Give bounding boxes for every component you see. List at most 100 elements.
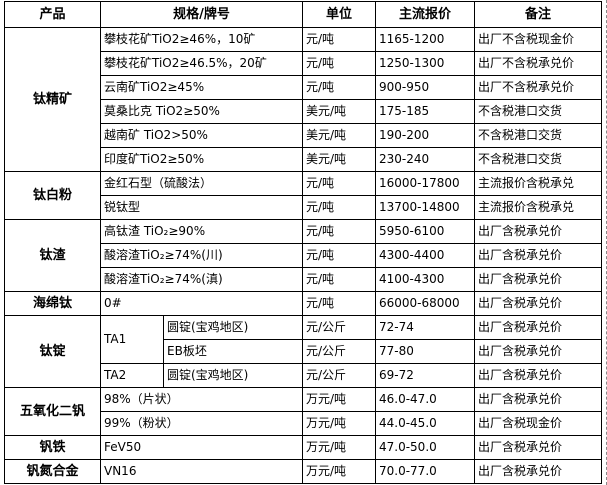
unit-cell: 美元/吨	[302, 147, 376, 172]
header-note: 备注	[474, 1, 602, 28]
header-spec: 规格/牌号	[100, 1, 303, 28]
table-row: 酸溶渣TiO₂≥74%(滇) 元/吨 4100-4300 出厂含税承兑价	[5, 267, 602, 292]
note-cell: 不含税港口交货	[474, 99, 602, 124]
note-cell: 出厂含税承兑价	[474, 363, 602, 388]
table-row: 莫桑比克 TiO2≥50% 美元/吨 175-185 不含税港口交货	[5, 99, 602, 124]
price-cell: 47.0-50.0	[375, 435, 475, 460]
spec-cell: 酸溶渣TiO₂≥74%(滇)	[100, 267, 303, 292]
unit-cell: 元/公斤	[302, 315, 376, 340]
product-cell: 钛精矿	[4, 27, 101, 172]
spec-cell: 高钛渣 TiO₂≥90%	[100, 219, 303, 244]
price-cell: 69-72	[375, 363, 475, 388]
note-cell: 出厂含税承兑价	[474, 459, 602, 484]
price-cell: 1250-1300	[375, 51, 475, 76]
table-row: 五氧化二钒 98%（片状） 万元/吨 46.0-47.0 出厂含税承兑价	[4, 387, 602, 436]
price-cell: 72-74	[375, 315, 475, 340]
table-row: 锐钛型 元/吨 13700-14800 主流报价含税承兑	[5, 195, 602, 220]
note-cell: 出厂不含税承兑价	[474, 75, 602, 100]
unit-cell: 万元/吨	[302, 411, 376, 436]
table-row: 攀枝花矿TiO2≥46.5%，20矿 元/吨 1250-1300 出厂不含税承兑价	[5, 51, 602, 76]
unit-cell: 元/吨	[302, 291, 376, 316]
grade-cell: TA1	[100, 315, 164, 364]
unit-cell: 元/吨	[302, 195, 376, 220]
grade-cell: TA2	[100, 363, 164, 388]
note-cell: 不含税港口交货	[474, 123, 602, 148]
product-cell: 钒氮合金	[4, 459, 101, 484]
header-price: 主流报价	[375, 1, 475, 28]
sub-spec-cell: 圆锭(宝鸡地区)	[163, 363, 303, 388]
note-cell: 不含税港口交货	[474, 147, 602, 172]
note-cell: 出厂不含税现金价	[474, 27, 602, 52]
spec-cell: 越南矿 TiO2>50%	[100, 123, 303, 148]
spec-cell: 0#	[100, 291, 303, 316]
unit-cell: 万元/吨	[302, 459, 376, 484]
header-product: 产品	[4, 1, 101, 28]
header-row: 产品 规格/牌号 单位 主流报价 备注	[4, 1, 602, 28]
price-cell: 5950-6100	[375, 219, 475, 244]
product-cell: 五氧化二钒	[4, 387, 101, 436]
price-cell: 46.0-47.0	[375, 387, 475, 412]
note-cell: 出厂含税承兑价	[474, 291, 602, 316]
table-row: 越南矿 TiO2>50% 美元/吨 190-200 不含税港口交货	[5, 123, 602, 148]
price-cell: 44.0-45.0	[375, 411, 475, 436]
spec-cell: 金红石型（硫酸法）	[100, 171, 303, 196]
price-cell: 70.0-77.0	[375, 459, 475, 484]
unit-cell: 元/吨	[302, 219, 376, 244]
spec-cell: 98%（片状）	[100, 387, 303, 412]
sub-spec-cell: 圆锭(宝鸡地区)	[163, 315, 303, 340]
price-cell: 4300-4400	[375, 243, 475, 268]
price-cell: 1165-1200	[375, 27, 475, 52]
spec-cell: 锐钛型	[100, 195, 303, 220]
product-cell: 钛白粉	[4, 171, 101, 220]
price-cell: 16000-17800	[375, 171, 475, 196]
table-row: 钛精矿 攀枝花矿TiO2≥46%，10矿 元/吨 1165-1200 出厂不含税现金价	[4, 27, 602, 172]
spec-cell: 莫桑比克 TiO2≥50%	[100, 99, 303, 124]
price-cell: 190-200	[375, 123, 475, 148]
spec-cell: 印度矿TiO2≥50%	[100, 147, 303, 172]
price-cell: 77-80	[375, 339, 475, 364]
note-cell: 出厂不含税承兑价	[474, 51, 602, 76]
unit-cell: 元/吨	[302, 267, 376, 292]
note-cell: 出厂含税现金价	[474, 411, 602, 436]
spec-cell: 云南矿TiO2≥45%	[100, 75, 303, 100]
unit-cell: 美元/吨	[302, 99, 376, 124]
price-table: 产品 规格/牌号 单位 主流报价 备注 钛精矿 攀枝花矿TiO2≥46%，10矿元…	[4, 1, 602, 484]
price-cell: 66000-68000	[375, 291, 475, 316]
header-unit: 单位	[302, 1, 376, 28]
table-row: 钛锭 TA1 圆锭(宝鸡地区) 元/公斤 72-74 出厂含税承兑价	[4, 315, 602, 388]
note-cell: 出厂含税承兑价	[474, 243, 602, 268]
table-row: 海绵钛 0# 元/吨 66000-68000 出厂含税承兑价	[4, 291, 602, 316]
note-cell: 出厂含税承兑价	[474, 219, 602, 244]
unit-cell: 万元/吨	[302, 387, 376, 412]
table-row: 云南矿TiO2≥45% 元/吨 900-950 出厂不含税承兑价	[5, 75, 602, 100]
note-cell: 出厂含税承兑价	[474, 435, 602, 460]
table-row: 钒氮合金 VN16 万元/吨 70.0-77.0 出厂含税承兑价	[4, 459, 602, 484]
note-cell: 出厂含税承兑价	[474, 387, 602, 412]
spec-cell: FeV50	[100, 435, 303, 460]
table-row: 钛白粉 金红石型（硫酸法） 元/吨 16000-17800 主流报价含税承兑	[4, 171, 602, 220]
price-cell: 175-185	[375, 99, 475, 124]
unit-cell: 元/吨	[302, 51, 376, 76]
unit-cell: 元/吨	[302, 75, 376, 100]
spec-cell: 酸溶渣TiO₂≥74%(川)	[100, 243, 303, 268]
unit-cell: 元/吨	[302, 171, 376, 196]
product-cell: 钒铁	[4, 435, 101, 460]
unit-cell: 美元/吨	[302, 123, 376, 148]
table-row: 钒铁 FeV50 万元/吨 47.0-50.0 出厂含税承兑价	[4, 435, 602, 460]
unit-cell: 元/公斤	[302, 363, 376, 388]
spec-cell: 攀枝花矿TiO2≥46.5%，20矿	[100, 51, 303, 76]
unit-cell: 万元/吨	[302, 435, 376, 460]
spec-cell: 攀枝花矿TiO2≥46%，10矿	[100, 27, 303, 52]
product-cell: 海绵钛	[4, 291, 101, 316]
table-row: 印度矿TiO2≥50% 美元/吨 230-240 不含税港口交货	[5, 147, 602, 172]
price-cell: 900-950	[375, 75, 475, 100]
product-cell: 钛锭	[4, 315, 101, 388]
spec-cell: VN16	[100, 459, 303, 484]
note-cell: 出厂含税承兑价	[474, 315, 602, 340]
unit-cell: 元/公斤	[302, 339, 376, 364]
product-cell: 钛渣	[4, 219, 101, 292]
price-cell: 4100-4300	[375, 267, 475, 292]
table-row: 酸溶渣TiO₂≥74%(川) 元/吨 4300-4400 出厂含税承兑价	[5, 243, 602, 268]
note-cell: 出厂含税承兑价	[474, 339, 602, 364]
table-row: 钛渣 高钛渣 TiO₂≥90% 元/吨 5950-6100 出厂含税承兑价	[4, 219, 602, 292]
